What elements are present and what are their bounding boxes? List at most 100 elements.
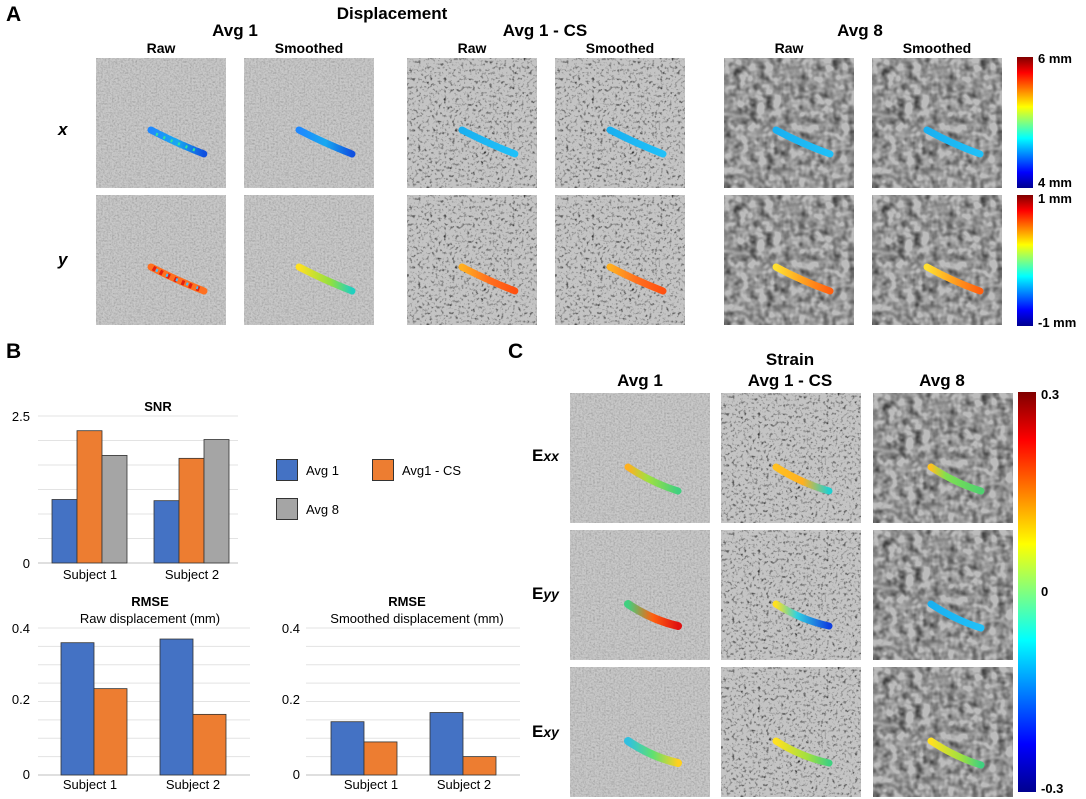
- strain-col-avg1: Avg 1: [617, 371, 663, 390]
- strain-row-exx: Exx: [532, 446, 559, 466]
- legend-avg1cs: Avg1 - CS: [372, 459, 461, 481]
- strain-row-exx-sub: xx: [543, 448, 559, 464]
- strain-eyy-avg1cs: [721, 530, 861, 660]
- col-raw-avg8: Raw: [774, 40, 804, 56]
- strain-eyy-avg1: [570, 530, 710, 660]
- chart-rmse-smoothed-bar-1-avg1: [330, 721, 365, 776]
- image-y-avg1-smoothed: [244, 195, 374, 325]
- strain-exx-avg8: [873, 393, 1013, 523]
- colorbar-x-min: 4 mm: [1038, 175, 1072, 190]
- chart-rmse-smoothed-ytick-04: 0.4: [282, 621, 300, 636]
- col-smoothed-avg8: Smoothed: [902, 40, 972, 56]
- strain-row-exy-sub: xy: [543, 724, 559, 740]
- image-x-avg8-raw: [724, 58, 854, 188]
- col-raw-avg1cs: Raw: [457, 40, 487, 56]
- image-x-avg1-smoothed: [244, 58, 374, 188]
- strain-col-avg8: Avg 8: [919, 371, 965, 390]
- colorbar-x-max: 6 mm: [1038, 51, 1072, 66]
- chart-snr-bar-1-avg8: [101, 454, 128, 564]
- chart-rmse-smoothed: RMSE Smoothed displacement (mm) 0.4 0.2 …: [282, 594, 520, 792]
- image-y-avg8-raw: [724, 195, 854, 325]
- chart-rmse-smoothed-bar-2-avg1cs: [462, 756, 497, 776]
- chart-rmse-raw-cat-1: Subject 1: [63, 777, 117, 792]
- colorbar-y-max: 1 mm: [1038, 191, 1072, 206]
- legend-avg8: Avg 8: [276, 498, 339, 520]
- strain-row-exx-main: E: [532, 446, 544, 465]
- colorbar-strain-max: 0.3: [1041, 387, 1060, 402]
- chart-snr-ytick-min: 0: [23, 556, 30, 571]
- chart-snr-bar-2-avg1cs: [178, 457, 205, 564]
- strain-row-exy-main: E: [532, 722, 544, 741]
- strain-exy-avg8: [873, 667, 1013, 797]
- col-smoothed-avg1: Smoothed: [274, 40, 344, 56]
- strain-eyy-avg8: [873, 530, 1013, 660]
- row-label-x: x: [58, 120, 68, 139]
- image-x-avg8-smoothed: [872, 58, 1002, 188]
- legend-swatch-avg8: [276, 498, 298, 520]
- chart-rmse-smoothed-title: RMSE: [388, 594, 426, 609]
- chart-rmse-raw-ytick-04: 0.4: [12, 621, 30, 636]
- colorbar-strain: [1018, 392, 1036, 792]
- chart-snr-cat-1: Subject 1: [63, 567, 117, 582]
- chart-rmse-smoothed-ytick-02: 0.2: [282, 692, 300, 707]
- strain-exx-avg1: [570, 393, 710, 523]
- panel-c-title: Strain: [765, 350, 815, 369]
- panel-b-letter: B: [6, 340, 22, 363]
- legend-label-avg1: Avg 1: [306, 462, 340, 478]
- strain-exy-avg1cs: [721, 667, 861, 797]
- col-smoothed-avg1cs: Smoothed: [585, 40, 655, 56]
- image-y-avg8-smoothed: [872, 195, 1002, 325]
- image-x-avg1-raw: [96, 58, 226, 188]
- strain-col-avg1cs: Avg 1 - CS: [747, 371, 833, 390]
- chart-rmse-raw: RMSE Raw displacement (mm) 0.4 0.2 0 Sub…: [12, 594, 250, 792]
- image-y-avg1cs-raw: [407, 195, 537, 325]
- chart-rmse-raw-bar-1-avg1cs: [93, 688, 128, 776]
- chart-rmse-smoothed-subtitle: Smoothed displacement (mm): [330, 611, 503, 626]
- chart-rmse-raw-title: RMSE: [131, 594, 169, 609]
- chart-rmse-smoothed-cat-1: Subject 1: [344, 777, 398, 792]
- panel-c-letter: C: [508, 340, 524, 363]
- chart-snr-title: SNR: [144, 399, 172, 414]
- chart-rmse-raw-bar-2-avg1: [159, 638, 194, 776]
- chart-rmse-smoothed-bar-1-avg1cs: [363, 741, 398, 776]
- legend-avg1: Avg 1: [276, 459, 339, 481]
- chart-snr-bar-2-avg8: [203, 439, 230, 564]
- chart-rmse-raw-ytick-02: 0.2: [12, 692, 30, 707]
- image-x-avg1cs-raw: [407, 58, 537, 188]
- chart-rmse-smoothed-bar-2-avg1: [429, 712, 464, 776]
- chart-rmse-raw-ytick-0: 0: [23, 767, 30, 782]
- chart-snr-cat-2: Subject 2: [165, 567, 219, 582]
- col-raw-avg1: Raw: [146, 40, 176, 56]
- chart-rmse-raw-bar-2-avg1cs: [192, 713, 227, 776]
- chart-snr-bar-2-avg1: [153, 500, 180, 564]
- strain-exy-avg1: [570, 667, 710, 797]
- chart-rmse-raw-bar-1-avg1: [60, 642, 95, 776]
- image-y-avg1-raw: [96, 195, 226, 325]
- chart-rmse-smoothed-ytick-0: 0: [293, 767, 300, 782]
- chart-rmse-smoothed-cat-2: Subject 2: [437, 777, 491, 792]
- colorbar-y-min: -1 mm: [1038, 315, 1077, 330]
- colorbar-y: [1017, 195, 1033, 326]
- strain-row-eyy: Eyy: [532, 584, 559, 604]
- strain-row-exy: Exy: [532, 722, 559, 742]
- chart-snr: SNR 2.5 0 Subject 1 Subject 2: [12, 399, 238, 582]
- chart-snr-ytick-max: 2.5: [12, 409, 30, 424]
- legend-label-avg1cs: Avg1 - CS: [402, 462, 462, 478]
- image-y-avg1cs-smoothed: [555, 195, 685, 325]
- colorbar-strain-min: -0.3: [1041, 781, 1064, 796]
- colorbar-x: [1017, 57, 1033, 188]
- group-title-avg1: Avg 1: [212, 21, 258, 40]
- strain-row-eyy-sub: yy: [543, 586, 559, 602]
- panel-a-letter: A: [6, 3, 22, 26]
- chart-snr-bar-1-avg1: [51, 499, 78, 564]
- panel-a-title: Displacement: [336, 4, 448, 23]
- chart-rmse-raw-subtitle: Raw displacement (mm): [80, 611, 220, 626]
- legend-swatch-avg1: [276, 459, 298, 481]
- group-title-avg1cs: Avg 1 - CS: [502, 21, 588, 40]
- strain-exx-avg1cs: [721, 393, 861, 523]
- colorbar-strain-mid: 0: [1041, 584, 1049, 599]
- row-label-y: y: [58, 250, 68, 269]
- group-title-avg8: Avg 8: [837, 21, 883, 40]
- legend-label-avg8: Avg 8: [306, 501, 340, 517]
- strain-row-eyy-main: E: [532, 584, 544, 603]
